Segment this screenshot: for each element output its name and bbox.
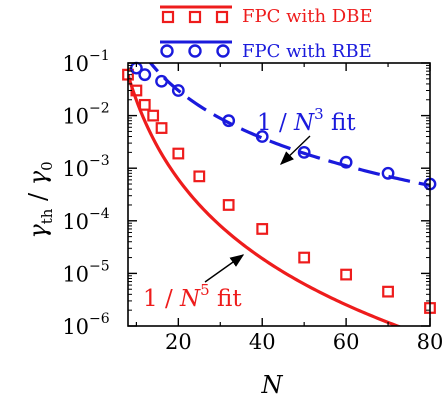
legend: FPC with DBE FPC with RBE bbox=[160, 5, 373, 62]
axis-ticks bbox=[128, 62, 431, 327]
fit-label-n5: 1 / N5 fit bbox=[143, 281, 242, 312]
data-point-dbe bbox=[382, 285, 394, 298]
fit-curve-5 bbox=[128, 74, 402, 326]
fit-label-n3: 1 / N3 fit bbox=[257, 105, 356, 136]
data-point-rbe bbox=[222, 114, 236, 128]
y-tick-label: 10−6 bbox=[62, 311, 109, 339]
y-tick-label: 10−4 bbox=[62, 206, 109, 234]
x-tick-label: 80 bbox=[417, 330, 444, 354]
data-point-rbe bbox=[171, 84, 185, 97]
fit-curves bbox=[128, 63, 430, 326]
legend-label-rbe: FPC with RBE bbox=[242, 41, 372, 62]
data-point-dbe bbox=[222, 199, 235, 211]
data-point-rbe bbox=[339, 155, 353, 169]
plot-frame bbox=[127, 62, 431, 327]
data-point-rbe bbox=[255, 130, 269, 143]
data-point-rbe bbox=[138, 68, 152, 82]
data-point-dbe bbox=[147, 109, 160, 122]
data-point-dbe bbox=[155, 122, 168, 134]
legend-marker-dbe bbox=[161, 10, 175, 24]
svg-text:γth / γ0: γth / γ0 bbox=[24, 161, 56, 238]
x-tick-label: 20 bbox=[165, 330, 192, 354]
legend-marker-dbe bbox=[188, 10, 202, 24]
data-point-rbe bbox=[155, 74, 168, 88]
x-tick-label: 40 bbox=[249, 330, 276, 354]
x-axis-label: N bbox=[261, 371, 284, 399]
data-point-dbe bbox=[193, 170, 206, 183]
legend-marker-dbe bbox=[215, 10, 229, 24]
y-tick-label: 10−3 bbox=[62, 153, 109, 181]
legend-entry-rbe: FPC with RBE bbox=[160, 40, 372, 62]
legend-marker-rbe bbox=[160, 44, 174, 58]
tick-labels: 20 40 60 80 10−6 10−5 10−4 10−3 10−2 10−1 bbox=[62, 48, 443, 354]
data-point-dbe bbox=[138, 98, 151, 111]
data-point-dbe bbox=[256, 223, 269, 235]
legend-marker-rbe bbox=[216, 44, 230, 58]
data-point-rbe bbox=[297, 145, 311, 159]
data-point-dbe bbox=[298, 251, 311, 264]
legend-label-dbe: FPC with DBE bbox=[242, 6, 373, 27]
y-tick-label: 10−2 bbox=[62, 101, 109, 129]
fit-curve-3 bbox=[148, 63, 430, 188]
data-markers bbox=[122, 61, 437, 314]
y-tick-label: 10−5 bbox=[62, 258, 109, 286]
fit-arrow-n3 bbox=[279, 135, 311, 165]
y-axis-label: γth / γ0 bbox=[24, 161, 56, 238]
fit-arrow-n5 bbox=[204, 254, 245, 283]
x-tick-label: 60 bbox=[333, 330, 360, 354]
data-point-rbe bbox=[381, 166, 395, 180]
legend-marker-rbe bbox=[188, 44, 202, 58]
fit-annotations: 1 / N3 fit 1 / N5 fit bbox=[143, 105, 356, 312]
legend-entry-dbe: FPC with DBE bbox=[160, 5, 373, 27]
y-tick-label: 10−1 bbox=[62, 48, 109, 76]
data-point-dbe bbox=[340, 268, 353, 281]
data-point-dbe bbox=[172, 147, 185, 160]
